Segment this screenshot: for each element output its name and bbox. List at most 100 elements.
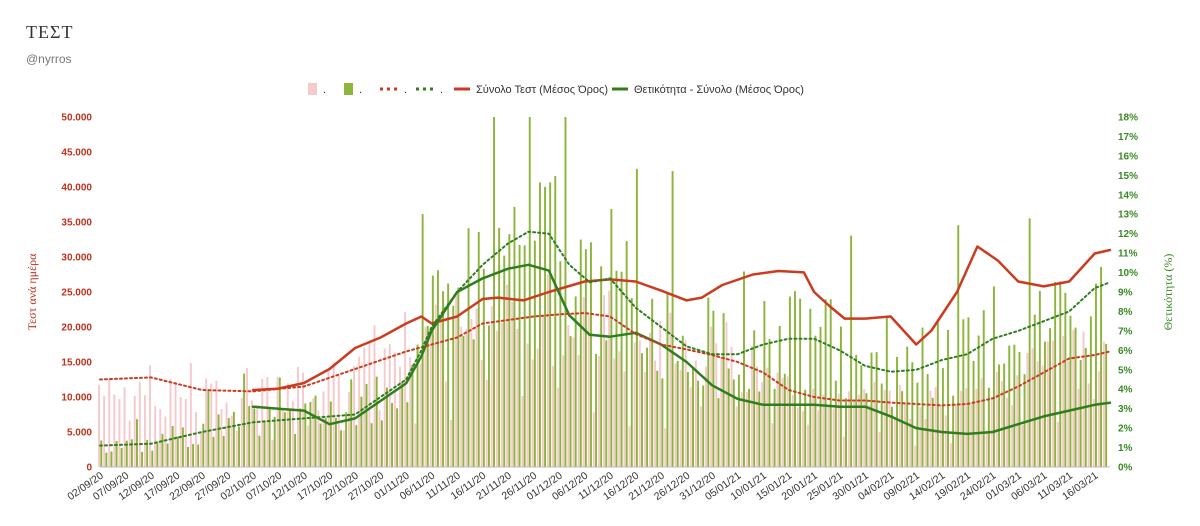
- left-tick-label: 35.000: [61, 218, 92, 229]
- positivity-bar: [809, 308, 812, 467]
- tests-bar: [179, 397, 182, 467]
- tests-bar: [853, 401, 855, 467]
- tests-bar: [572, 337, 575, 467]
- positivity-bar: [666, 293, 669, 467]
- tests-bar: [516, 328, 519, 467]
- left-tick-label: 30.000: [61, 253, 92, 264]
- series-line-3: [99, 230, 1111, 447]
- positivity-bar: [860, 365, 863, 467]
- tests-bar: [582, 297, 585, 467]
- positivity-bar: [625, 241, 628, 467]
- positivity-bar: [533, 240, 536, 467]
- tests-bar: [424, 326, 427, 467]
- tests-bar: [842, 436, 845, 467]
- tests-bar: [623, 371, 626, 467]
- positivity-bar: [987, 387, 990, 467]
- tests-bar: [444, 381, 447, 467]
- tests-bar: [480, 359, 483, 467]
- positivity-bar: [207, 390, 210, 467]
- tests-bar: [740, 391, 743, 467]
- positivity-bar: [283, 412, 286, 467]
- positivity-bar: [681, 335, 684, 467]
- positivity-bar: [299, 408, 302, 467]
- positivity-bar: [258, 435, 261, 467]
- right-tick-labels: 0% 1% 2% 3% 4% 5% 6% 7% 8% 9% 10% 11% 12% 13% 14% 15% 16…: [1118, 113, 1138, 474]
- tests-bar: [781, 377, 784, 467]
- positivity-bar: [166, 443, 169, 467]
- tests-bar: [664, 428, 667, 467]
- positivity-bar: [156, 442, 159, 467]
- tests-bar: [699, 406, 702, 467]
- legend-item: Σύνολο Τεστ (Μέσος Όρος): [454, 84, 608, 96]
- right-tick-label: 15%: [1118, 171, 1138, 182]
- tests-bar: [618, 351, 621, 467]
- left-tick-label: 5.000: [67, 428, 92, 439]
- tests-bar: [674, 363, 677, 467]
- positivity-bar: [467, 228, 470, 467]
- tests-bar: [628, 426, 631, 467]
- tests-bar: [521, 396, 524, 467]
- tests-bar: [587, 314, 590, 467]
- positivity-bar: [192, 443, 195, 467]
- right-tick-label: 1%: [1118, 443, 1133, 454]
- tests-bar: [490, 306, 493, 467]
- positivity-bar: [651, 298, 654, 467]
- positivity-bar: [1064, 292, 1067, 467]
- tests-bar: [118, 399, 121, 467]
- right-tick-label: 8%: [1118, 307, 1133, 318]
- positivity-bar: [916, 382, 919, 467]
- positivity-bar: [171, 426, 174, 467]
- positivity-bar: [350, 379, 353, 467]
- positivity-bar: [814, 335, 817, 467]
- tests-bar: [1067, 361, 1070, 467]
- tests-bar: [567, 325, 570, 467]
- tests-bar: [679, 369, 682, 467]
- positivity-bar: [584, 249, 587, 467]
- tests-bar: [904, 403, 906, 467]
- tests-bar: [450, 419, 452, 467]
- tests-bar: [985, 430, 988, 467]
- right-tick-label: 13%: [1118, 210, 1138, 221]
- positivity-bar: [906, 346, 909, 467]
- tests-bar: [858, 394, 861, 467]
- right-tick-label: 3%: [1118, 404, 1133, 415]
- legend-item: .: [416, 84, 443, 96]
- legend-label: .: [359, 84, 362, 96]
- positivity-bar: [314, 395, 317, 467]
- positivity-bar: [799, 298, 802, 467]
- legend-label: .: [404, 84, 407, 96]
- positivity-bar: [1079, 360, 1082, 467]
- positivity-bar: [676, 360, 679, 467]
- positivity-bar: [411, 364, 414, 467]
- positivity-bar: [217, 414, 220, 467]
- positivity-bar: [901, 391, 904, 467]
- positivity-bar: [1018, 351, 1021, 467]
- positivity-bar: [1059, 281, 1062, 467]
- tests-bar: [684, 340, 687, 467]
- positivity-bar: [355, 425, 358, 467]
- positivity-bar: [947, 329, 950, 467]
- right-tick-label: 17%: [1118, 132, 1138, 143]
- positivity-bar: [763, 301, 766, 467]
- positivity-bar: [926, 374, 929, 467]
- tests-bar: [725, 321, 728, 467]
- positivity-bar: [263, 421, 266, 467]
- positivity-bar: [605, 340, 608, 467]
- positivity-bar: [890, 406, 893, 467]
- tests-bar: [1077, 388, 1080, 467]
- positivity-bar: [268, 408, 271, 467]
- tests-bar: [924, 418, 927, 467]
- tests-bar: [235, 430, 238, 467]
- tests-bar: [847, 391, 850, 467]
- tests-bar: [511, 302, 514, 467]
- positivity-bar: [105, 452, 108, 467]
- tests-bar: [909, 418, 912, 467]
- tests-bar: [526, 343, 529, 467]
- tests-bar: [184, 398, 187, 467]
- positivity-bar: [396, 408, 399, 467]
- positivity-bar: [595, 353, 598, 467]
- tests-bar: [648, 332, 651, 467]
- positivity-bar: [646, 347, 649, 467]
- tests-bar: [332, 362, 335, 467]
- positivity-bar: [1023, 374, 1026, 467]
